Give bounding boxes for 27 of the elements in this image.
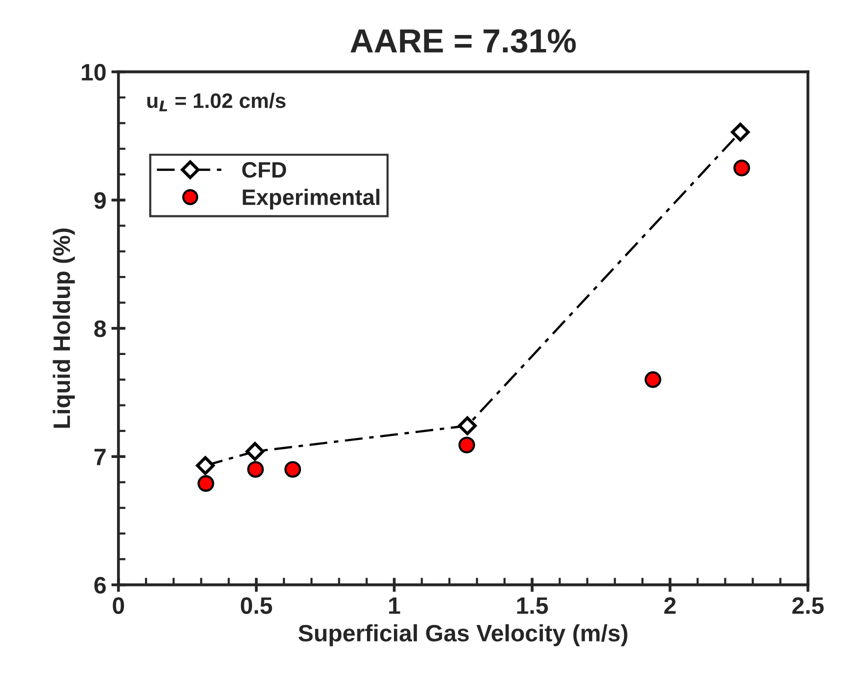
- y-tick-label: 7: [94, 448, 106, 466]
- point: [458, 416, 477, 436]
- x-tick-label: 1: [389, 597, 400, 614]
- point: [644, 371, 662, 388]
- point: [458, 436, 476, 454]
- y-tick-label: 10: [82, 64, 106, 81]
- point: [196, 456, 215, 475]
- chart-title: AARE = 7.31%: [350, 29, 576, 53]
- point: [246, 442, 264, 461]
- y-axis-title: Liquid Holdup (%): [52, 228, 75, 428]
- x-tick-label: 0: [112, 597, 124, 614]
- x-tick-label: 2: [664, 597, 676, 614]
- x-tick-label: 2.5: [792, 597, 824, 614]
- x-tick-label: 0.5: [240, 597, 272, 614]
- x-axis-title: Superficial Gas Velocity (m/s): [298, 624, 628, 646]
- x-tick-label: 1.5: [517, 597, 548, 614]
- y-tick-label: 9: [94, 192, 106, 209]
- legend-label: CFD: [242, 162, 286, 178]
- y-tick-label: 8: [94, 320, 106, 338]
- point: [730, 122, 750, 142]
- legend-label: Experimental: [242, 188, 380, 210]
- annotation: u$_{L}$ = 1.02 cm/s: [147, 92, 286, 112]
- y-tick-label: 6: [94, 576, 106, 594]
- point: [247, 461, 264, 478]
- point: [198, 475, 214, 492]
- point: [733, 160, 750, 176]
- point: [284, 461, 302, 478]
